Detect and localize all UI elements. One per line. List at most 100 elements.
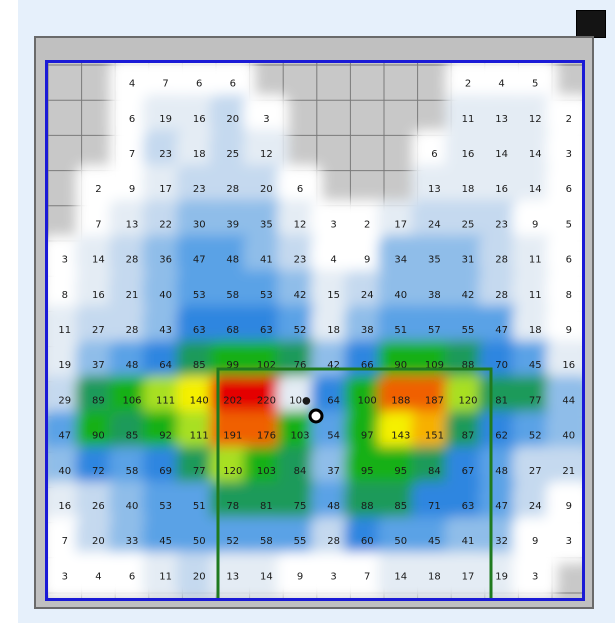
- cell-value: 53: [193, 290, 206, 301]
- cell-value: 99: [226, 360, 239, 371]
- cell-value: 23: [193, 184, 206, 195]
- cell-value: 191: [223, 431, 242, 442]
- heatmap-plot-area[interactable]: 4 7 6 6 2 4 5 6 19 16 20 3 11 13 12 2 7 23 18 25 12 6 16 14 14 3 2…: [45, 60, 585, 601]
- cell-value: 4: [129, 79, 135, 90]
- cell-value: 19: [159, 114, 172, 125]
- cell-value: 6: [129, 114, 135, 125]
- cell-value: 9: [566, 501, 572, 512]
- cell-value: 12: [294, 219, 307, 230]
- cell-value: 58: [126, 466, 139, 477]
- cell-value: 103: [257, 466, 276, 477]
- cell-value: 77: [193, 466, 206, 477]
- cell-value: 3: [330, 219, 336, 230]
- cell-value: 48: [327, 501, 340, 512]
- cell-value: 47: [495, 325, 508, 336]
- cell-value: 58: [260, 536, 273, 547]
- cell-value: 20: [193, 571, 206, 582]
- cell-value: 9: [532, 536, 538, 547]
- cell-value: 84: [428, 466, 441, 477]
- cell-value: 63: [462, 501, 475, 512]
- cell-value: 52: [294, 325, 307, 336]
- cell-value: 75: [294, 501, 307, 512]
- cell-value: 52: [529, 431, 542, 442]
- cell-value: 69: [159, 466, 172, 477]
- cell-value: 11: [58, 325, 71, 336]
- cell-value: 176: [257, 431, 276, 442]
- cell-value: 2: [364, 219, 370, 230]
- cell-value: 23: [159, 149, 172, 160]
- cell-value: 18: [428, 571, 441, 582]
- cell-value: 16: [462, 149, 475, 160]
- cell-value: 48: [126, 360, 139, 371]
- cell-value: 60: [361, 536, 374, 547]
- cell-value: 25: [226, 149, 239, 160]
- cell-value: 7: [129, 149, 135, 160]
- cell-value: 17: [159, 184, 172, 195]
- cell-value: 90: [92, 431, 105, 442]
- cell-value: 18: [193, 149, 206, 160]
- cell-value: 106: [122, 395, 141, 406]
- cell-value: 14: [260, 571, 273, 582]
- cell-value: 72: [92, 466, 105, 477]
- cell-value: 11: [529, 255, 542, 266]
- cell-value: 202: [223, 395, 242, 406]
- cell-value: 11: [529, 290, 542, 301]
- cell-value: 66: [361, 360, 374, 371]
- heatmap-canvas[interactable]: 4 7 6 6 2 4 56 19 16 20 3 11 13 12 27 23 18 25 12 6 16 14 14 32…: [48, 63, 582, 598]
- cell-value: 111: [156, 395, 175, 406]
- cell-value: 38: [361, 325, 374, 336]
- cell-value: 45: [159, 536, 172, 547]
- cell-value: 64: [327, 395, 340, 406]
- cell-value: 55: [462, 325, 475, 336]
- cell-value: 87: [462, 431, 475, 442]
- cell-value: 81: [495, 395, 508, 406]
- cell-value: 35: [428, 255, 441, 266]
- cell-value: 53: [159, 501, 172, 512]
- cell-value: 2: [566, 114, 572, 125]
- cell-value: 220: [257, 395, 276, 406]
- cell-value: 29: [58, 395, 71, 406]
- cell-value: 30: [193, 219, 206, 230]
- cell-value: 19: [58, 360, 71, 371]
- cell-value: 45: [529, 360, 542, 371]
- cell-value: 3: [263, 114, 269, 125]
- cell-value: 111: [190, 431, 209, 442]
- cell-value: 71: [428, 501, 441, 512]
- cell-value: 44: [562, 395, 575, 406]
- cell-value: 32: [495, 536, 508, 547]
- cell-value: 81: [260, 501, 273, 512]
- cell-value: 24: [529, 501, 542, 512]
- cell-value: 18: [529, 325, 542, 336]
- cell-value: 28: [226, 184, 239, 195]
- window-corner-button[interactable]: [576, 10, 606, 38]
- cell-value: 16: [193, 114, 206, 125]
- cell-value: 39: [226, 219, 239, 230]
- cell-value: 50: [193, 536, 206, 547]
- cell-value: 77: [529, 395, 542, 406]
- selection-box[interactable]: [216, 367, 493, 598]
- cell-value: 2: [465, 79, 471, 90]
- cell-value: 6: [230, 79, 236, 90]
- cell-value: 8: [62, 290, 68, 301]
- cell-value: 70: [495, 360, 508, 371]
- cell-value: 102: [257, 360, 276, 371]
- cell-value: 7: [95, 219, 101, 230]
- cell-value: 6: [129, 571, 135, 582]
- cell-value: 3: [566, 536, 572, 547]
- cell-value: 6: [196, 79, 202, 90]
- cell-value: 143: [391, 431, 410, 442]
- position-marker[interactable]: [308, 408, 324, 424]
- cell-value: 88: [462, 360, 475, 371]
- cell-value: 24: [428, 219, 441, 230]
- cell-value: 41: [260, 255, 273, 266]
- cell-value: 67: [462, 466, 475, 477]
- cell-value: 3: [62, 255, 68, 266]
- cell-value: 53: [260, 290, 273, 301]
- cell-value: 97: [361, 431, 374, 442]
- cell-value: 58: [226, 290, 239, 301]
- cell-value: 40: [58, 466, 71, 477]
- cell-value: 16: [562, 360, 575, 371]
- cell-value: 45: [428, 536, 441, 547]
- cell-value: 84: [294, 466, 307, 477]
